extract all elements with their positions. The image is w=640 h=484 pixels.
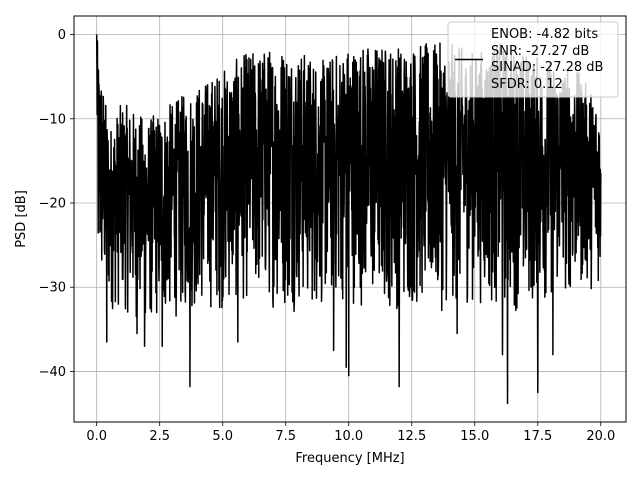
data-area <box>95 34 602 405</box>
x-tick-label: 15.0 <box>460 429 489 444</box>
x-tick-label: 12.5 <box>397 429 426 444</box>
x-tick-label: 2.5 <box>149 429 170 444</box>
legend: ENOB: -4.82 bits SNR: -27.27 dB SINAD: -… <box>447 21 619 98</box>
y-tick-label: −30 <box>39 281 66 296</box>
x-tick-label: 10.0 <box>334 429 363 444</box>
psd-series-line <box>95 34 602 405</box>
y-axis-label: PSD [dB] <box>14 190 29 248</box>
legend-entry-sfdr: SFDR: 0.12 <box>491 77 563 92</box>
legend-entry-enob: ENOB: -4.82 bits <box>491 27 598 42</box>
axes-frame <box>73 15 627 423</box>
y-tick-label: −40 <box>39 365 66 380</box>
y-tick-label: −10 <box>39 112 66 127</box>
y-tick-label: 0 <box>58 28 66 43</box>
x-axis-label: Frequency [MHz] <box>295 451 404 466</box>
legend-entry-snr: SNR: -27.27 dB <box>491 44 589 59</box>
x-tick-label: 0.0 <box>86 429 107 444</box>
x-tick-label: 5.0 <box>212 429 233 444</box>
ticks: 0.0 2.5 5.0 7.5 10.0 12.5 15.0 17.5 20.0 0 −10 −20 −… <box>39 28 616 444</box>
x-tick-label: 20.0 <box>586 429 615 444</box>
x-tick-label: 7.5 <box>275 429 296 444</box>
legend-box <box>447 21 619 98</box>
x-tick-label: 17.5 <box>523 429 552 444</box>
legend-entry-sinad: SINAD: -27.28 dB <box>491 60 603 75</box>
y-tick-label: −20 <box>39 196 66 211</box>
